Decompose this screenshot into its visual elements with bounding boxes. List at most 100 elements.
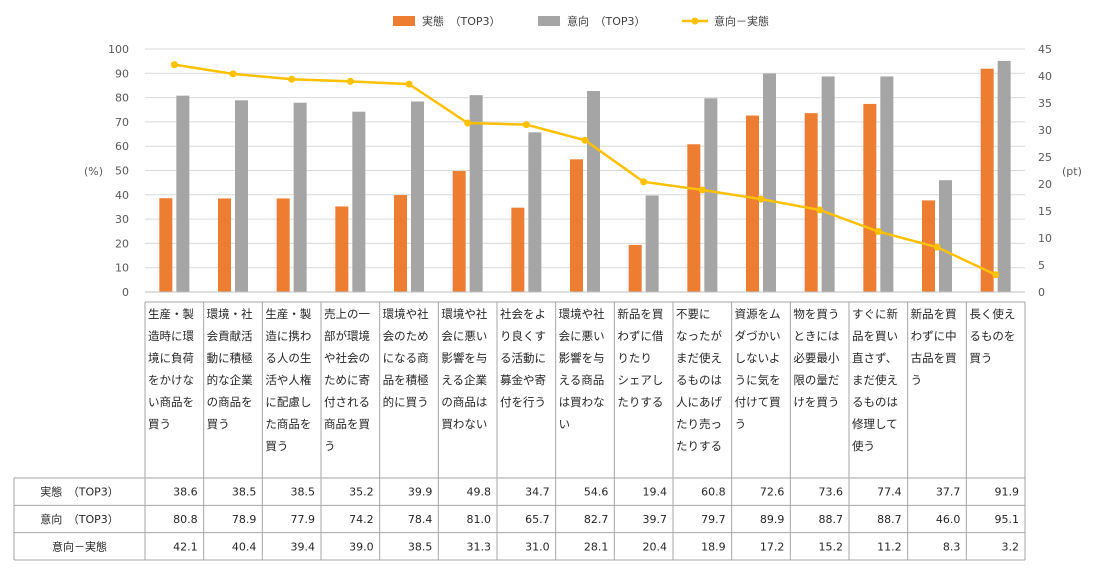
table-row-label: 実態 （TOP3） (40, 485, 119, 499)
bar-intent (235, 100, 248, 292)
category-label-line: けを買う (793, 395, 839, 409)
y-right-tick-label: 5 (1038, 259, 1045, 272)
table-cell-value: 38.5 (408, 540, 433, 553)
category-label-line: 直さず、 (852, 351, 897, 365)
line-gap-point (581, 136, 589, 144)
category-label-line: をかけな (148, 373, 194, 387)
y-left-tick-label: 80 (115, 92, 129, 105)
y-left-tick-label: 90 (115, 67, 129, 80)
category-label-line: 買う (207, 417, 230, 431)
category-label-line: 不要に (676, 307, 711, 321)
category-label-line: 付けて買 (735, 395, 781, 409)
category-label-line: の商品は (441, 395, 487, 409)
table-cell-value: 77.4 (877, 486, 902, 499)
table-cell-value: 39.0 (349, 540, 374, 553)
legend-swatch-gap-marker (691, 17, 699, 25)
bar-intent (293, 102, 307, 292)
legend-label-intent: 意向 （TOP3） (567, 14, 646, 28)
table-cell-value: 46.0 (936, 513, 961, 526)
category-label-line: 造に携わ (265, 329, 311, 343)
category-label-line: 募金や寄 (500, 373, 546, 387)
category-label-line: わずに中 (911, 329, 957, 343)
category-label-line: 新品を買 (617, 307, 663, 321)
table-row-label: 意向 （TOP3） (40, 512, 119, 526)
line-gap-point (346, 77, 354, 85)
line-gap-point (640, 178, 648, 186)
table-cell-value: 18.9 (701, 540, 726, 553)
category-label-line: 的な企業 (207, 373, 253, 387)
y-right-tick-label: 10 (1038, 232, 1052, 245)
category-label-line: 活や人権 (265, 373, 311, 387)
category-label-line: 買う (148, 417, 171, 431)
category-label-line: すぐに新 (852, 307, 898, 321)
line-gap-point (170, 61, 178, 69)
table-cell-value: 39.7 (643, 513, 668, 526)
legend-swatch-actual (393, 16, 415, 26)
y-right-tick-label: 25 (1038, 151, 1052, 164)
table-cell-value: 73.6 (819, 486, 844, 499)
category-label-line: 買う (265, 439, 288, 453)
category-label-line: 会に悪い (559, 329, 605, 343)
category-label-line: たり売っ (676, 417, 722, 431)
table-cell-value: 72.6 (760, 486, 785, 499)
category-label-line: 商品を買 (324, 417, 370, 431)
category-label-line: える企業 (441, 373, 487, 387)
table-cell-value: 78.9 (232, 513, 257, 526)
category-label-line: 買わない (441, 417, 487, 431)
table-cell-value: 34.7 (525, 486, 550, 499)
category-label-line: に配慮し (265, 395, 311, 409)
bar-intent (704, 98, 718, 292)
bar-actual (863, 103, 877, 292)
table-cell-value: 65.7 (525, 513, 550, 526)
table-cell-value: 31.0 (525, 540, 550, 553)
table-cell-value: 19.4 (643, 486, 668, 499)
category-label-line: しないよ (735, 351, 781, 365)
category-label-line: 環境・社 (207, 307, 253, 321)
table-cell-value: 88.7 (877, 513, 902, 526)
y-right-axis-label: (pt) (1062, 165, 1082, 178)
category-label-line: 限の量だ (793, 373, 839, 387)
category-label-line: りたり (617, 351, 652, 365)
table-cell-value: 20.4 (643, 540, 668, 553)
line-gap-point (816, 206, 824, 214)
table-cell-value: 28.1 (584, 540, 609, 553)
category-label-line: 生産・製 (265, 307, 311, 321)
category-label-line: 社会をよ (500, 307, 546, 321)
category-label-line: 新品を買 (911, 307, 957, 321)
line-gap-point (992, 271, 1000, 279)
category-label-line: 環境や社 (559, 307, 605, 321)
y-left-tick-label: 50 (115, 165, 129, 178)
category-label-line: や社会の (324, 351, 370, 365)
category-label-line: える商品 (559, 373, 605, 387)
category-label-line: い (559, 417, 571, 431)
y-left-tick-label: 100 (108, 43, 129, 56)
bar-actual (628, 244, 642, 292)
category-label-line: ダづかい (735, 329, 781, 343)
bar-actual (570, 159, 583, 292)
table-cell-value: 91.9 (995, 486, 1020, 499)
category-label-line: は買わな (559, 395, 605, 409)
category-label-line: うに気を (735, 373, 781, 387)
bar-intent (587, 91, 600, 292)
category-label-line: 必要最小 (793, 351, 839, 365)
legend-label-actual: 実態 （TOP3） (422, 14, 501, 28)
category-label-line: ために寄 (324, 373, 370, 387)
category-label-line: るものは (852, 395, 898, 409)
y-left-tick-label: 30 (115, 213, 129, 226)
category-label-line: 長く使え (969, 307, 1015, 321)
legend-swatch-intent (538, 16, 560, 26)
bar-intent (880, 76, 894, 292)
category-label-line: るものは (676, 373, 722, 387)
category-label-line: い商品を (148, 395, 194, 409)
line-gap-point (933, 243, 941, 251)
y-right-tick-label: 30 (1038, 124, 1052, 137)
category-label-line: わずに借 (617, 329, 663, 343)
table-cell-value: 54.6 (584, 486, 609, 499)
category-label-line: 資源をム (735, 307, 781, 321)
category-label-line: 品を積極 (383, 373, 429, 387)
category-label-line: 造時に環 (148, 329, 194, 343)
table-cell-value: 81.0 (467, 513, 492, 526)
category-label-line: 影響を与 (441, 351, 487, 365)
line-gap-point (405, 80, 413, 88)
